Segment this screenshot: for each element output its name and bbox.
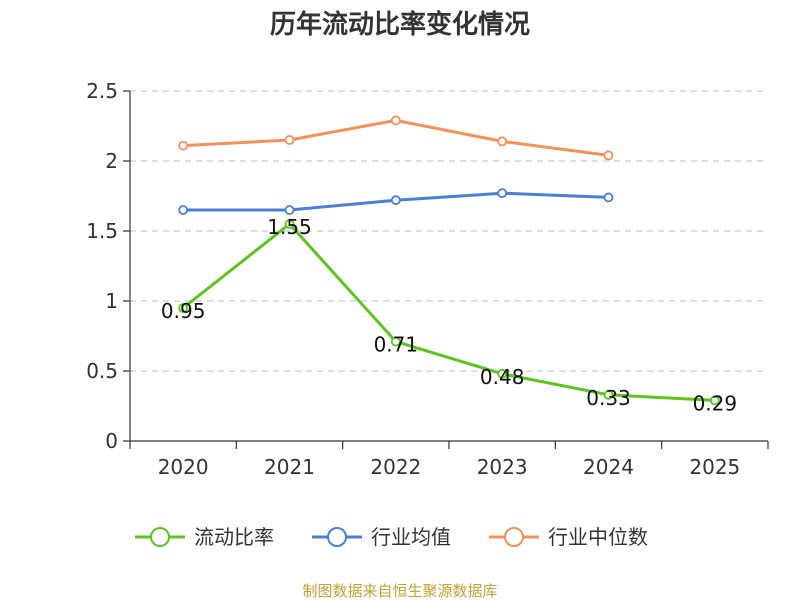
y-tick-label: 0 (105, 429, 118, 453)
series-line-0 (182, 222, 715, 402)
legend-label: 行业均值 (371, 525, 451, 549)
y-tick-label: 0.5 (86, 359, 118, 383)
data-label: 0.29 (693, 391, 738, 415)
axes: 0 0.5 1 1.5 2 2.5 2020 2021 2022 2023 2024 2025 (86, 79, 769, 479)
data-point (390, 336, 401, 347)
legend: 流动比率 行业均值 行业中位数 (135, 525, 648, 549)
legend-marker-icon (504, 527, 524, 547)
data-point (284, 219, 295, 229)
x-tick-label: 2021 (264, 455, 315, 479)
data-point (497, 136, 508, 147)
data-point (603, 150, 614, 161)
data-point (497, 188, 508, 199)
data-point (603, 389, 614, 400)
y-tick-label: 2 (105, 149, 118, 173)
data-point (390, 115, 401, 126)
y-tick-label: 1 (105, 289, 118, 313)
x-tick-label: 2020 (158, 455, 209, 479)
data-label: 1.55 (267, 215, 312, 239)
chart-title: 历年流动比率变化情况 (270, 9, 530, 40)
legend-item: 行业中位数 (489, 525, 648, 549)
x-tick-label: 2024 (583, 455, 634, 479)
grid-lines (130, 90, 768, 372)
legend-item: 行业均值 (312, 525, 451, 549)
y-tick-label: 1.5 (86, 219, 118, 243)
legend-label: 流动比率 (194, 525, 274, 549)
data-point (178, 140, 189, 151)
legend-label: 行业中位数 (548, 525, 648, 549)
x-tick-label: 2022 (370, 455, 421, 479)
source-note: 制图数据来自恒生聚源数据库 (302, 582, 497, 600)
x-tick-label: 2025 (689, 455, 740, 479)
data-point (178, 205, 189, 215)
legend-item: 流动比率 (135, 525, 274, 549)
legend-marker-icon (150, 527, 170, 547)
data-point (603, 192, 614, 203)
data-labels: 0.95 1.55 0.71 0.48 0.33 0.29 (161, 215, 737, 415)
x-tick-label: 2023 (477, 455, 528, 479)
data-point (390, 195, 401, 206)
data-label: 0.71 (374, 333, 419, 357)
data-point (284, 135, 295, 145)
data-label: 0.48 (480, 365, 525, 389)
series-layer (178, 115, 720, 406)
y-tick-label: 2.5 (86, 79, 118, 103)
data-point (178, 303, 189, 313)
data-point (497, 368, 508, 379)
data-label: 0.33 (586, 386, 631, 410)
legend-marker-icon (327, 527, 347, 547)
data-point (709, 395, 720, 406)
data-point (284, 205, 295, 215)
data-label: 0.95 (161, 299, 206, 323)
series-line-2 (183, 118, 609, 157)
